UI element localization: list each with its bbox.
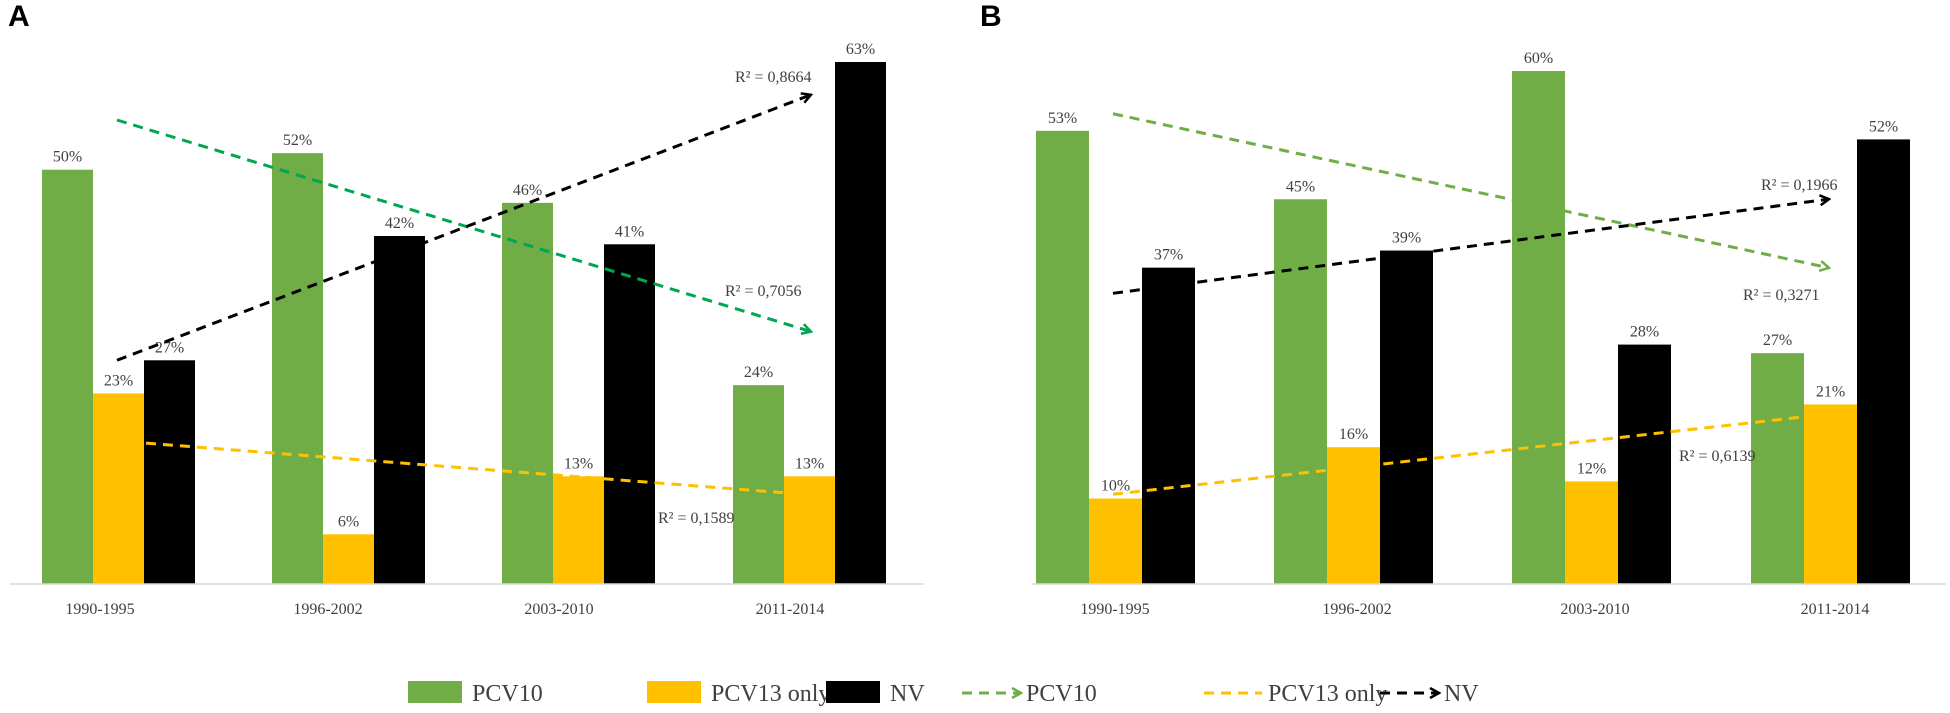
panel-b-label-pcv13-only-3: 21%	[1816, 383, 1845, 400]
panel-a-bar-pcv10-1	[272, 153, 323, 584]
panel-a-bar-nv-0	[144, 360, 195, 584]
legend-label-arrow-nv: NV	[1444, 681, 1479, 707]
legend-label-box-pcv13-only: PCV13 only	[711, 681, 830, 707]
panel-b-bar-pcv10-1	[1274, 199, 1327, 584]
panel-b-letter: B	[980, 0, 1002, 33]
legend-swatch-box-nv	[826, 681, 880, 703]
panel-b-x-tick-2: 2003-2010	[1560, 601, 1629, 618]
panel-b-r2-nv: R² = 0,1966	[1761, 177, 1838, 194]
panel-b-label-pcv10-0: 53%	[1048, 110, 1077, 127]
legend-label-arrow-pcv13-only: PCV13 only	[1268, 681, 1387, 707]
panel-b-trendline-pcv13-only	[1112, 415, 1801, 496]
panel-b-bars: 53% 45% 60% 27% 10% 16% 12% 21% 37% 39% 28% 52%	[1036, 50, 1910, 585]
legend-swatch-box-pcv13-only	[647, 681, 701, 703]
panel-b-bar-pcv10-0	[1036, 130, 1089, 584]
panel-b-label-nv-1: 39%	[1392, 230, 1421, 247]
panel-b-label-pcv10-2: 60%	[1524, 50, 1553, 67]
panel-a-label-pcv13-only-1: 6%	[338, 513, 359, 530]
panel-b-r2-pcv10: R² = 0,3271	[1743, 287, 1820, 304]
legend-swatch-box-pcv10	[408, 681, 462, 703]
panel-b-label-nv-3: 52%	[1869, 118, 1898, 135]
panel-a-bar-nv-1	[374, 236, 425, 584]
panel-a-label-nv-2: 41%	[615, 223, 644, 240]
panel-a-r2-pcv10: R² = 0,7056	[725, 283, 802, 300]
panel-a-bar-pcv10-2	[502, 202, 553, 584]
panel-b-label-pcv10-1: 45%	[1286, 178, 1315, 195]
panel-a-label-pcv10-3: 24%	[744, 364, 773, 381]
panel-a-bar-pcv10-3	[733, 385, 784, 584]
panel-b-trendline-nv	[1112, 199, 1828, 295]
panel-b-label-pcv10-3: 27%	[1763, 332, 1792, 349]
panel-b-trendlines: R² = 0,3271 R² = 0,6139 R² = 0,1966	[1112, 112, 1838, 496]
panel-a-bar-pcv13-only-2	[553, 476, 604, 584]
panel-a-label-pcv10-2: 46%	[513, 182, 542, 199]
panel-a-label-nv-0: 27%	[155, 339, 184, 356]
panel-b-label-pcv13-only-0: 10%	[1101, 478, 1130, 495]
panel-a-label-pcv13-only-0: 23%	[104, 372, 133, 389]
panel-b-label-pcv13-only-1: 16%	[1339, 426, 1368, 443]
panel-b-x-ticks: 1990-1995 1996-2002 2003-2010 2011-2014	[1080, 601, 1869, 618]
panel-a-label-nv-1: 42%	[385, 215, 414, 232]
panel-a-x-tick-1: 1996-2002	[293, 601, 362, 618]
panel-a-label-pcv10-0: 50%	[53, 149, 82, 166]
panel-b-label-nv-0: 37%	[1154, 247, 1183, 264]
panel-b-x-tick-3: 2011-2014	[1801, 601, 1870, 618]
panel-b-label-pcv13-only-2: 12%	[1577, 460, 1606, 477]
panel-b-x-tick-1: 1996-2002	[1322, 601, 1391, 618]
panel-a-bar-pcv13-only-1	[323, 534, 374, 584]
panel-a: A 50% 52% 46% 24% 23% 6% 13% 13% 27% 42% 41% 63% R²…	[8, 0, 924, 618]
panel-b-bar-nv-0	[1142, 267, 1195, 584]
panel-a-letter: A	[8, 0, 30, 33]
panel-a-bar-nv-3	[835, 62, 886, 584]
panel-b: B 53% 45% 60% 27% 10% 16% 12% 21% 37% 39% 28% 52% R…	[980, 0, 1946, 618]
panel-a-trendline-pcv13-only	[145, 441, 786, 495]
panel-b-bar-pcv10-3	[1751, 353, 1804, 584]
panel-a-x-ticks: 1990-1995 1996-2002 2003-2010 2011-2014	[65, 601, 824, 618]
panel-a-bars: 50% 52% 46% 24% 23% 6% 13% 13% 27% 42% 41% 63%	[42, 41, 886, 585]
panel-a-label-pcv13-only-2: 13%	[564, 455, 593, 472]
panel-b-bar-pcv13-only-3	[1804, 404, 1857, 584]
panel-a-trendlines: R² = 0,7056 R² = 0,1589 R² = 0,8664	[116, 69, 812, 527]
panel-b-x-tick-0: 1990-1995	[1080, 601, 1149, 618]
panel-b-bar-nv-2	[1618, 344, 1671, 584]
panel-b-bar-pcv13-only-2	[1565, 481, 1618, 584]
panel-a-label-nv-3: 63%	[846, 41, 875, 58]
panel-a-bar-pcv10-0	[42, 169, 93, 584]
panel-a-x-tick-0: 1990-1995	[65, 601, 134, 618]
legend-label-arrow-pcv10: PCV10	[1026, 681, 1097, 707]
legend-label-box-nv: NV	[890, 681, 925, 707]
legend: PCV10 PCV13 only NV PCV10 PCV13 only NV	[408, 681, 1479, 707]
panel-a-label-pcv10-1: 52%	[283, 132, 312, 149]
panel-a-bar-nv-2	[604, 244, 655, 585]
panel-a-x-tick-3: 2011-2014	[756, 601, 825, 618]
panel-b-bar-nv-3	[1857, 139, 1910, 584]
panel-b-label-nv-2: 28%	[1630, 324, 1659, 341]
panel-a-x-tick-2: 2003-2010	[524, 601, 593, 618]
panel-a-trendline-pcv10	[116, 118, 810, 331]
panel-b-bar-pcv13-only-0	[1089, 498, 1142, 584]
panel-a-trendline-nv	[116, 95, 810, 362]
panel-b-bar-nv-1	[1380, 250, 1433, 585]
panel-a-bar-pcv13-only-3	[784, 476, 835, 584]
panel-b-r2-pcv13-only: R² = 0,6139	[1679, 448, 1756, 465]
panel-b-bar-pcv10-2	[1512, 71, 1565, 584]
panel-a-r2-pcv13-only: R² = 0,1589	[658, 510, 735, 527]
panel-a-label-pcv13-only-3: 13%	[795, 455, 824, 472]
panel-a-bar-pcv13-only-0	[93, 393, 144, 584]
panel-a-r2-nv: R² = 0,8664	[735, 69, 812, 86]
panel-b-trendline-pcv10	[1112, 112, 1828, 268]
legend-label-box-pcv10: PCV10	[472, 681, 543, 707]
